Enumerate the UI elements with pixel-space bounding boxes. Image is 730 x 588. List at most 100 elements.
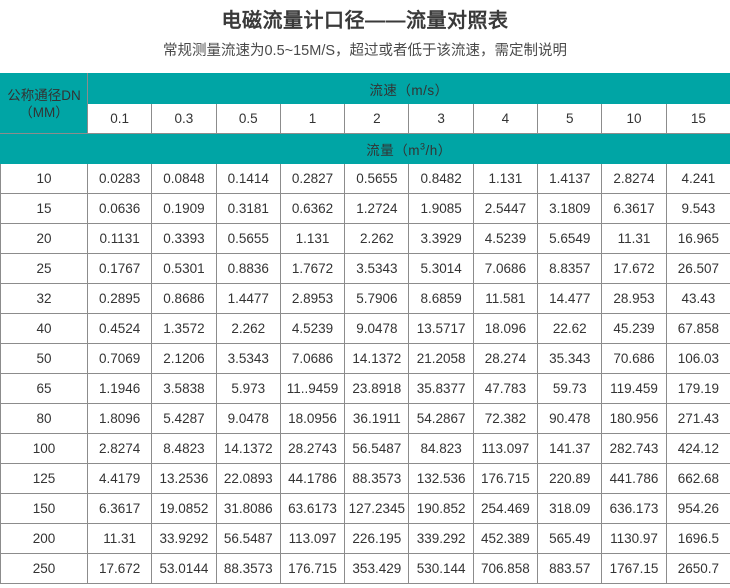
flow-value-cell: 226.195: [344, 523, 410, 554]
flow-value-cell: 2.8274: [86, 433, 153, 464]
flow-value-cell: 424.12: [665, 433, 730, 464]
flow-value-cell: 127.2345: [344, 493, 410, 524]
flow-value-cell: 4.4179: [86, 463, 153, 494]
flow-value-cell: 1.2724: [344, 193, 410, 224]
flow-value-cell: 2.262: [344, 223, 410, 254]
flow-value-cell: 35.343: [537, 343, 603, 374]
flow-value-cell: 84.823: [408, 433, 474, 464]
header-row-velocity-values: 0.1 0.3 0.5 1 2 3 4 5 10 15: [1, 103, 730, 134]
flow-value-cell: 26.507: [665, 253, 730, 284]
flow-value-cell: 0.8686: [151, 283, 217, 314]
table-head: 公称通径DN （MM） 流速（m/s） 0.1 0.3 0.5 1 2 3 4 5 10 15 流…: [0, 73, 730, 164]
dn-value-cell: 250: [0, 553, 88, 584]
title-block: 电磁流量计口径——流量对照表 常规测量流速为0.5~15M/S，超过或者低于该流…: [0, 0, 730, 64]
flow-value-cell: 4.5239: [279, 313, 346, 344]
flow-value-cell: 47.783: [472, 373, 539, 404]
flow-value-cell: 1767.15: [601, 553, 667, 584]
flow-value-cell: 35.8377: [408, 373, 474, 404]
flow-value-cell: 4.241: [665, 163, 730, 194]
flow-value-cell: 28.2743: [279, 433, 346, 464]
flow-value-cell: 5.7906: [344, 283, 410, 314]
velocity-header-cell: 3: [408, 103, 474, 134]
header-row-velocity-band: 公称通径DN （MM） 流速（m/s）: [0, 73, 730, 134]
velocity-header-cell: 0.3: [151, 103, 217, 134]
flow-value-cell: 3.5343: [215, 343, 281, 374]
flow-value-cell: 441.786: [601, 463, 667, 494]
flow-value-cell: 0.8836: [215, 253, 281, 284]
flow-value-cell: 1.8096: [86, 403, 153, 434]
flow-value-cell: 45.239: [601, 313, 667, 344]
flow-value-cell: 14.477: [537, 283, 603, 314]
velocity-header-cell: 0.1: [86, 103, 153, 134]
flow-value-cell: 31.8086: [215, 493, 281, 524]
flow-value-cell: 56.5487: [215, 523, 281, 554]
flow-value-cell: 88.3573: [344, 463, 410, 494]
flow-value-cell: 16.965: [665, 223, 730, 254]
flow-value-cell: 36.1911: [344, 403, 410, 434]
flow-value-cell: 0.5655: [215, 223, 281, 254]
flow-value-cell: 13.2536: [151, 463, 217, 494]
flow-value-cell: 0.0636: [86, 193, 153, 224]
flow-value-cell: 17.672: [601, 253, 667, 284]
flow-value-cell: 5.4287: [151, 403, 217, 434]
flow-value-cell: 14.1372: [344, 343, 410, 374]
flow-value-cell: 63.6173: [279, 493, 346, 524]
flow-band-spacer: [0, 133, 88, 164]
flow-value-cell: 119.459: [601, 373, 667, 404]
flow-value-cell: 23.8918: [344, 373, 410, 404]
flow-value-cell: 54.2867: [408, 403, 474, 434]
flow-value-cell: 11.581: [472, 283, 539, 314]
flow-value-cell: 0.1131: [86, 223, 153, 254]
flow-value-cell: 22.62: [537, 313, 603, 344]
flow-value-cell: 5.973: [215, 373, 281, 404]
velocity-header-cell: 0.5: [215, 103, 281, 134]
header-row-flow-band: 流量（m3/h）: [0, 133, 730, 164]
table-row: 80 1.8096 5.4287 9.0478 18.0956 36.1911 54.286…: [0, 403, 730, 434]
flow-value-cell: 4.5239: [472, 223, 539, 254]
flow-value-cell: 1.3572: [151, 313, 217, 344]
dn-value-cell: 100: [0, 433, 88, 464]
flow-value-cell: 6.3617: [86, 493, 153, 524]
flow-value-cell: 2.8274: [601, 163, 667, 194]
dn-value-cell: 40: [0, 313, 88, 344]
flow-value-cell: 339.292: [408, 523, 474, 554]
flow-value-cell: 7.0686: [472, 253, 539, 284]
table-row: 250 17.672 53.0144 88.3573 176.715 353.429 530…: [0, 553, 730, 584]
flow-value-cell: 0.2827: [279, 163, 346, 194]
flow-value-cell: 7.0686: [279, 343, 346, 374]
flow-value-cell: 1130.97: [601, 523, 667, 554]
table-row: 25 0.1767 0.5301 0.8836 1.7672 3.5343 5.3014 7.…: [0, 253, 730, 284]
flow-value-cell: 1696.5: [665, 523, 730, 554]
flow-value-cell: 1.4477: [215, 283, 281, 314]
flow-value-cell: 565.49: [537, 523, 603, 554]
flow-value-cell: 2.262: [215, 313, 281, 344]
flow-value-cell: 0.3181: [215, 193, 281, 224]
flow-band-label: 流量（m3/h）: [86, 133, 730, 164]
flow-value-cell: 2.1206: [151, 343, 217, 374]
flow-value-cell: 5.6549: [537, 223, 603, 254]
table-row: 32 0.2895 0.8686 1.4477 2.8953 5.7906 8.6859 11…: [0, 283, 730, 314]
flow-value-cell: 353.429: [344, 553, 410, 584]
table-row: 100 2.8274 8.4823 14.1372 28.2743 56.5487 84.8…: [0, 433, 730, 464]
table-row: 200 11.31 33.9292 56.5487 113.097 226.195 339.…: [0, 523, 730, 554]
flow-value-cell: 3.3929: [408, 223, 474, 254]
flow-value-cell: 11..9459: [279, 373, 346, 404]
flow-value-cell: 282.743: [601, 433, 667, 464]
flow-value-cell: 33.9292: [151, 523, 217, 554]
dn-header-line2: （MM）: [19, 104, 69, 120]
table-row: 15 0.0636 0.1909 0.3181 0.6362 1.2724 1.9085 2.…: [0, 193, 730, 224]
flow-value-cell: 67.858: [665, 313, 730, 344]
flow-value-cell: 8.4823: [151, 433, 217, 464]
flow-value-cell: 132.536: [408, 463, 474, 494]
flow-value-cell: 5.3014: [408, 253, 474, 284]
velocity-header-cell: 2: [344, 103, 410, 134]
flow-value-cell: 56.5487: [344, 433, 410, 464]
flow-value-cell: 17.672: [86, 553, 153, 584]
table-row: 150 6.3617 19.0852 31.8086 63.6173 127.2345 19…: [0, 493, 730, 524]
flow-value-cell: 18.0956: [279, 403, 346, 434]
flow-value-cell: 9.543: [665, 193, 730, 224]
velocity-header-cell: 5: [537, 103, 603, 134]
flow-value-cell: 113.097: [472, 433, 539, 464]
flow-value-cell: 883.57: [537, 553, 603, 584]
